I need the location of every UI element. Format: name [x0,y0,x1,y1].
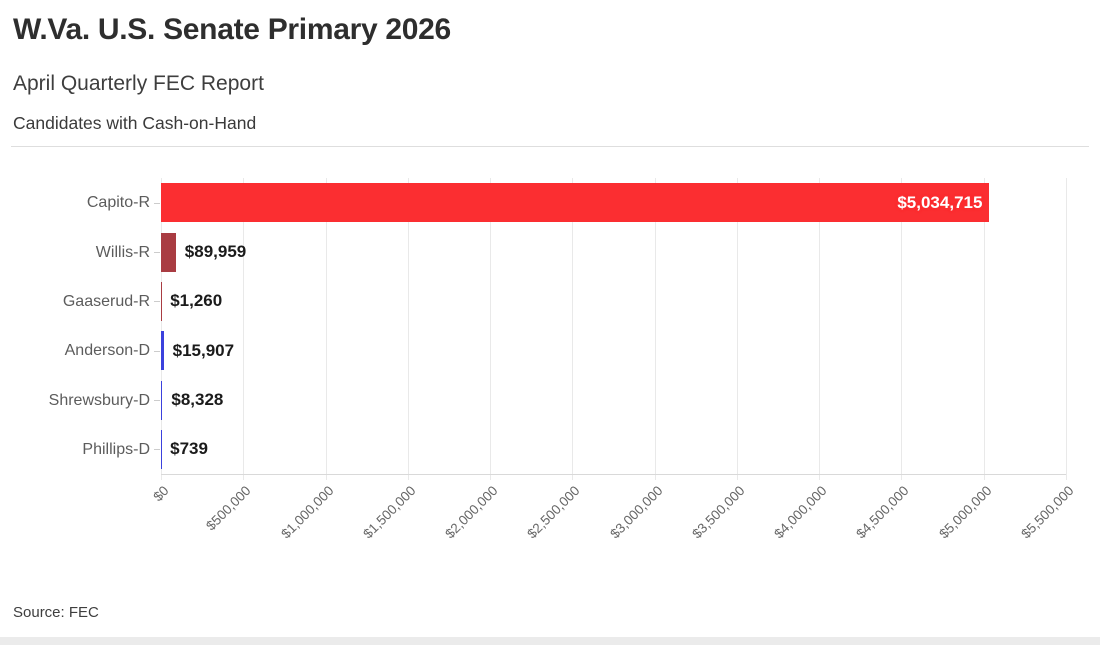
gridline [983,178,985,480]
x-tick-label: $0 [150,483,172,505]
category-label-capito-r: Capito-R [86,194,150,212]
category-label-phillips-d: Phillips-D [82,440,150,458]
source-note: Source: FEC [13,604,99,621]
value-label-capito-r: $5,034,715 [897,192,983,212]
category-tick [154,449,160,451]
x-tick-label: $500,000 [203,483,254,534]
x-tick-label: $1,500,000 [360,483,419,542]
category-tick [154,301,160,303]
bar-anderson-d [161,331,164,371]
chart-subtitle: April Quarterly FEC Report [13,72,264,95]
category-tick [154,202,160,204]
chart-description: Candidates with Cash-on-Hand [13,113,257,133]
category-label-willis-r: Willis-R [95,243,150,261]
bottom-band [0,637,1100,645]
chart-title: W.Va. U.S. Senate Primary 2026 [13,13,451,46]
value-label-gaaserud-r: $1,260 [170,291,223,311]
x-tick-label: $3,500,000 [689,483,748,542]
category-tick [154,350,160,352]
x-tick-label: $5,500,000 [1018,483,1077,542]
category-label-shrewsbury-d: Shrewsbury-D [48,391,150,409]
x-tick-label: $2,000,000 [442,483,501,542]
gridline [407,178,409,480]
category-tick [154,252,160,253]
gridline [572,178,574,480]
gridline [736,178,738,480]
x-tick-label: $1,000,000 [277,483,337,542]
category-tick [154,400,160,401]
gridline [490,178,492,480]
x-tick-label: $2,500,000 [524,483,583,542]
category-label-gaaserud-r: Gaaserud-R [62,292,150,310]
gridline [819,178,821,480]
x-tick-label: $5,000,000 [935,483,995,542]
bar-capito-r [161,183,990,223]
x-axis-line [161,474,1066,475]
gridline [1066,178,1067,480]
category-label-anderson-d: Anderson-D [64,342,150,360]
x-tick-label: $3,000,000 [606,483,666,542]
header-divider [11,146,1089,147]
gridline [654,178,656,480]
bar-chart-plot-area: $5,034,715 $89,959 $1,260 $15,907 $8,328 $739 [161,178,1067,480]
bar-willis-r [161,232,176,272]
x-tick-label: $4,000,000 [771,483,830,542]
bar-shrewsbury-d [161,380,163,420]
gridline [325,178,327,480]
value-label-anderson-d: $15,907 [172,340,235,360]
value-label-willis-r: $89,959 [184,242,247,261]
gridline [161,178,162,480]
value-label-shrewsbury-d: $8,328 [171,390,224,409]
gridline [243,178,245,480]
x-tick-label: $4,500,000 [853,483,913,542]
value-label-phillips-d: $739 [170,439,208,459]
gridline [901,178,903,480]
